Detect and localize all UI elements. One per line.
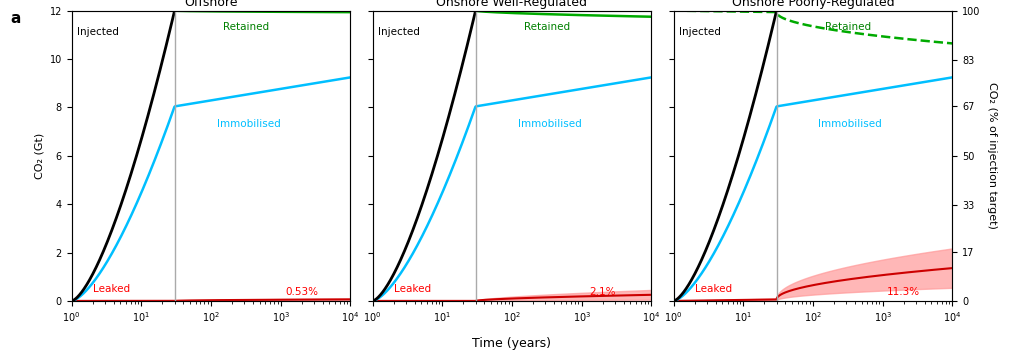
Text: Leaked: Leaked [694, 284, 732, 295]
Text: a: a [10, 11, 20, 25]
Text: Retained: Retained [223, 22, 269, 32]
Text: Retained: Retained [825, 22, 871, 32]
Text: Leaked: Leaked [92, 284, 130, 295]
Text: 11.3%: 11.3% [887, 287, 921, 297]
Text: Immobilised: Immobilised [818, 119, 883, 129]
Text: 0.53%: 0.53% [285, 287, 318, 297]
Text: 2.1%: 2.1% [590, 287, 615, 297]
Y-axis label: CO₂ (Gt): CO₂ (Gt) [34, 133, 44, 179]
Title: Onshore Well-Regulated: Onshore Well-Regulated [436, 0, 588, 10]
Text: Injected: Injected [77, 27, 119, 37]
Title: Onshore Poorly-Regulated: Onshore Poorly-Regulated [732, 0, 894, 10]
Text: Time (years): Time (years) [472, 337, 552, 350]
Text: Injected: Injected [679, 27, 721, 37]
Text: Immobilised: Immobilised [517, 119, 582, 129]
Text: Injected: Injected [378, 27, 420, 37]
Text: Retained: Retained [524, 22, 570, 32]
Title: Offshore: Offshore [184, 0, 238, 10]
Text: Immobilised: Immobilised [216, 119, 281, 129]
Text: Leaked: Leaked [393, 284, 431, 295]
Y-axis label: CO₂ (% of injection target): CO₂ (% of injection target) [987, 82, 997, 229]
